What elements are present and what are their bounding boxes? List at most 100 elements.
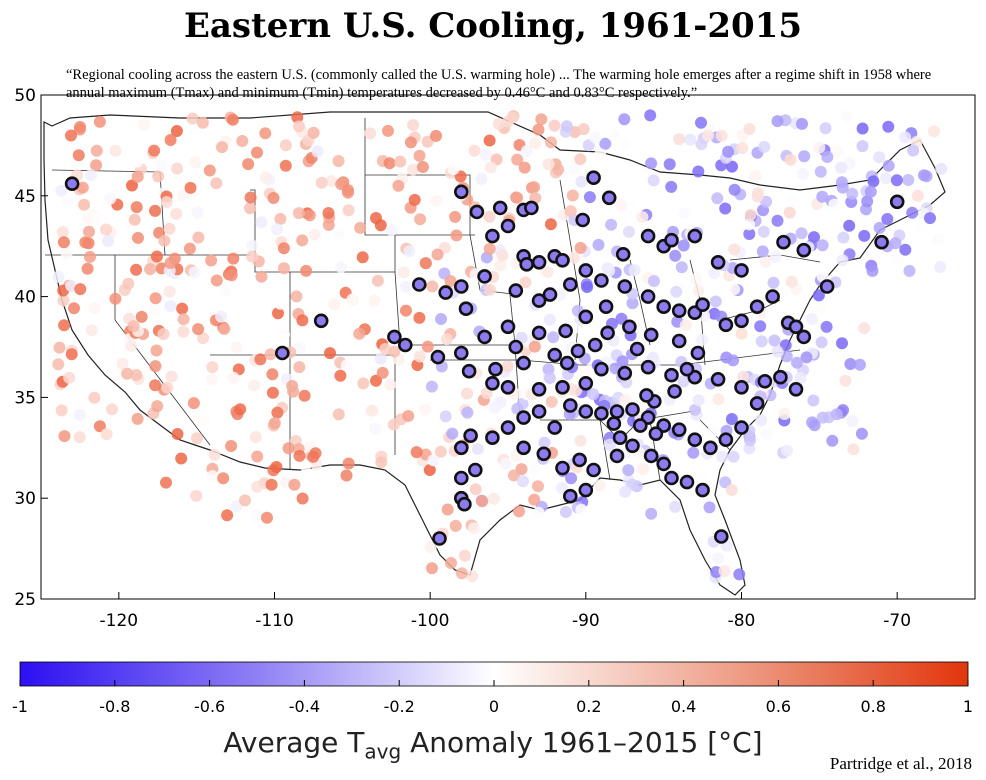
station-dot	[619, 394, 632, 407]
station-dot	[383, 157, 396, 170]
station-dot	[779, 339, 792, 352]
colorbar-tick-label: -0.4	[288, 697, 320, 716]
significant-station-dot	[508, 339, 524, 355]
significant-station-dot	[542, 287, 558, 302]
station-dot	[589, 131, 602, 144]
significant-station-dot	[555, 379, 570, 395]
station-dot	[261, 511, 273, 524]
station-dot	[303, 209, 316, 222]
station-dot	[234, 403, 247, 416]
significant-station-dot	[664, 232, 679, 248]
station-dot	[131, 170, 144, 183]
station-dot	[669, 500, 682, 513]
significant-station-dot	[477, 269, 492, 284]
significant-station-dot	[485, 228, 500, 244]
station-dot	[554, 289, 567, 301]
station-dot	[184, 181, 197, 194]
significant-station-dot	[594, 273, 609, 288]
station-dot	[421, 340, 434, 353]
station-dot	[439, 410, 452, 423]
significant-station-dot	[606, 416, 622, 431]
station-dot	[274, 297, 287, 310]
station-dot	[880, 172, 893, 185]
colorbar-tick-label: 0.4	[670, 697, 697, 716]
station-dot	[446, 427, 459, 440]
significant-station-dot	[639, 388, 654, 403]
station-dot	[322, 207, 335, 219]
station-dot	[282, 442, 295, 455]
station-dot	[163, 285, 176, 298]
station-dot	[191, 206, 204, 219]
station-dot	[441, 503, 454, 516]
station-dot	[684, 133, 697, 146]
station-dot	[370, 212, 382, 224]
station-dot	[637, 463, 649, 475]
station-dot	[665, 180, 678, 193]
station-dot	[547, 331, 560, 344]
station-dot	[265, 478, 278, 491]
station-dot	[574, 434, 587, 447]
station-dot	[370, 374, 382, 387]
significant-station-dot	[547, 347, 563, 363]
station-dot	[230, 500, 243, 513]
station-dot	[192, 231, 205, 244]
significant-station-dot	[578, 482, 594, 498]
station-dot	[225, 269, 238, 282]
station-dot	[125, 339, 138, 352]
station-dot	[771, 115, 784, 128]
significant-station-dot	[617, 279, 633, 294]
station-dot	[924, 212, 936, 225]
significant-station-dot	[570, 343, 586, 359]
quote-text: “Regional cooling across the eastern U.S…	[66, 67, 932, 101]
station-dot	[407, 163, 420, 176]
colorbar-label-sub: avg	[364, 739, 402, 764]
station-dot	[675, 261, 688, 274]
station-dot	[392, 179, 405, 192]
station-dot	[221, 509, 234, 522]
significant-station-dot	[575, 212, 591, 228]
significant-station-dot	[461, 363, 477, 379]
colorbar-tick-label: 1	[962, 697, 974, 716]
station-dot	[722, 145, 735, 158]
station-dot	[890, 174, 903, 187]
station-dot	[760, 428, 773, 441]
station-dot	[528, 493, 541, 506]
station-dot	[149, 204, 161, 217]
station-dot	[410, 446, 423, 459]
significant-station-dot	[671, 422, 687, 438]
station-dot	[298, 389, 311, 402]
station-dot	[300, 264, 313, 277]
station-dot	[130, 201, 143, 214]
station-dot	[91, 212, 104, 225]
significant-station-dot	[690, 345, 706, 361]
significant-station-dot	[713, 529, 729, 544]
station-dot	[131, 155, 144, 168]
station-dot	[687, 446, 700, 459]
station-dot	[291, 111, 304, 124]
significant-station-dot	[640, 359, 656, 375]
significant-station-dot	[625, 402, 640, 417]
station-dot	[692, 284, 705, 297]
station-dot	[164, 257, 177, 269]
station-dot	[695, 116, 707, 129]
station-dot	[471, 442, 484, 455]
station-dot	[836, 254, 849, 267]
significant-station-dot	[500, 420, 516, 435]
station-dot	[60, 247, 73, 260]
station-dot	[421, 135, 434, 148]
station-dot	[727, 354, 740, 367]
significant-station-dot	[453, 345, 469, 361]
plot-frame	[40, 94, 976, 600]
station-dot	[466, 570, 479, 583]
colorbar-ticks	[19, 680, 969, 686]
station-dot	[496, 249, 509, 262]
station-dot	[414, 213, 427, 226]
station-dot	[847, 443, 860, 456]
station-dot	[206, 373, 219, 386]
station-dot	[206, 361, 219, 374]
station-dot	[73, 409, 86, 421]
station-dot	[424, 540, 437, 553]
station-dot	[191, 432, 203, 445]
station-dot	[85, 324, 98, 337]
station-dot	[157, 328, 170, 341]
